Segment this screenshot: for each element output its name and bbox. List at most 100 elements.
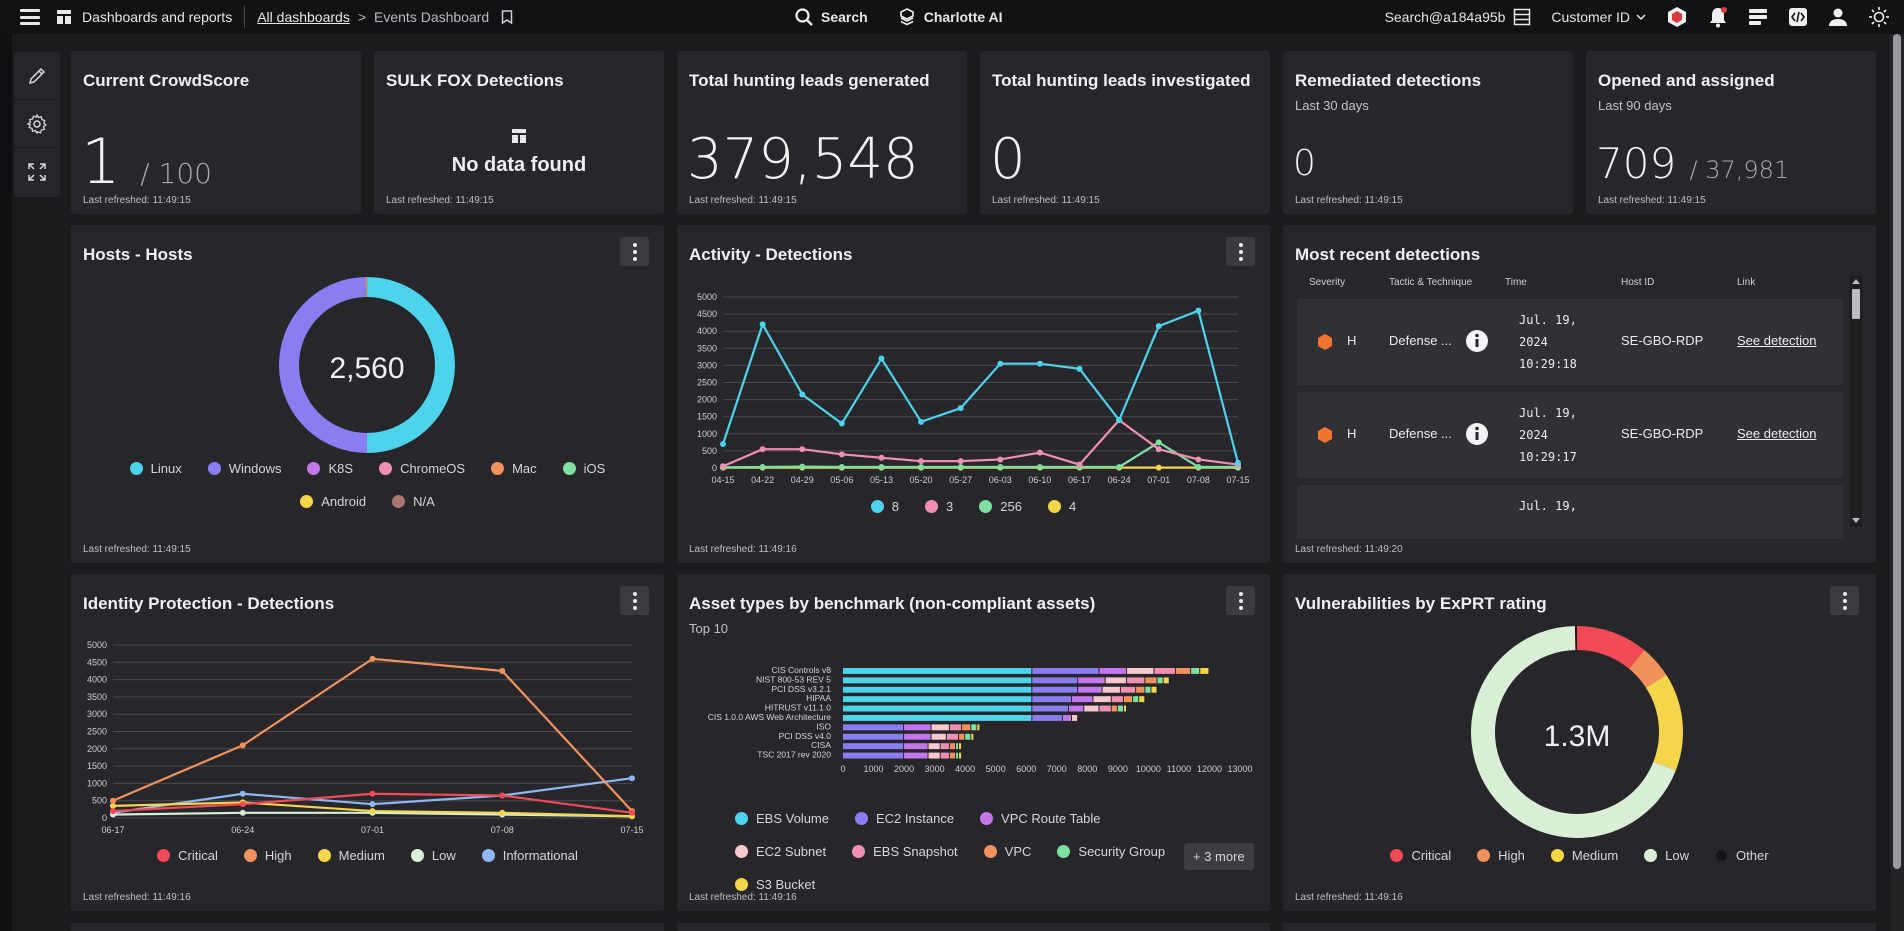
data-point-256[interactable] bbox=[759, 463, 766, 470]
data-point-256[interactable] bbox=[1195, 463, 1202, 470]
bar-segment-ebs-volume[interactable] bbox=[843, 696, 1032, 703]
legend-item-chromeos[interactable]: ChromeOS bbox=[379, 461, 465, 476]
scroll-down-icon[interactable] bbox=[1852, 518, 1860, 524]
column-severity[interactable]: Severity bbox=[1309, 277, 1346, 288]
kpi-crowdscore[interactable]: Current CrowdScore 1 / 100 Last refreshe… bbox=[71, 51, 361, 214]
bar-segment-security-group[interactable] bbox=[971, 724, 977, 731]
data-point-256[interactable] bbox=[918, 463, 925, 470]
table-row[interactable]: Jul. 19, bbox=[1297, 485, 1843, 539]
data-point-medium[interactable] bbox=[369, 808, 376, 815]
bar-segment-s3-bucket[interactable] bbox=[1200, 668, 1209, 674]
bar-segment-vpc-route-table[interactable] bbox=[1072, 696, 1093, 703]
see-detection-link[interactable]: See detection bbox=[1737, 333, 1817, 348]
bar-segment-ec2-subnet[interactable] bbox=[1084, 705, 1099, 712]
data-point-8[interactable] bbox=[918, 418, 925, 425]
bar-segment-s3-bucket[interactable] bbox=[959, 743, 962, 750]
legend-item-linux[interactable]: Linux bbox=[129, 461, 182, 476]
info-icon[interactable] bbox=[1465, 422, 1489, 446]
donut-slice-windows[interactable] bbox=[279, 277, 368, 453]
bar-segment-ec2-instance[interactable] bbox=[1032, 668, 1099, 674]
legend-item-8[interactable]: 8 bbox=[870, 499, 899, 514]
bar-segment-vpc[interactable] bbox=[962, 724, 971, 731]
data-point-256[interactable] bbox=[1036, 463, 1043, 470]
bar-segment-ebs-volume[interactable] bbox=[843, 715, 1032, 721]
data-point-4[interactable] bbox=[1155, 464, 1162, 471]
data-point-8[interactable] bbox=[997, 360, 1004, 367]
data-point-3[interactable] bbox=[1036, 449, 1043, 456]
column-link[interactable]: Link bbox=[1737, 277, 1756, 288]
legend-item-vpc[interactable]: VPC bbox=[983, 844, 1031, 859]
fullscreen-button[interactable] bbox=[14, 148, 60, 196]
edit-button[interactable] bbox=[14, 52, 60, 100]
search-button[interactable]: Search bbox=[795, 8, 868, 26]
bar-segment-ebs-snapshot[interactable] bbox=[1127, 677, 1145, 684]
bar-segment-ec2-subnet[interactable] bbox=[1127, 668, 1154, 674]
bar-segment-ec2-instance[interactable] bbox=[843, 733, 904, 740]
bar-segment-ec2-subnet[interactable] bbox=[931, 733, 946, 740]
widget-menu-button[interactable] bbox=[1226, 586, 1255, 615]
bar-segment-ebs-snapshot[interactable] bbox=[1099, 705, 1111, 712]
bar-segment-ec2-subnet[interactable] bbox=[1093, 696, 1111, 703]
bar-segment-security-group[interactable] bbox=[1133, 696, 1139, 703]
bar-segment-ebs-snapshot[interactable] bbox=[1111, 696, 1123, 703]
data-point-8[interactable] bbox=[1116, 417, 1123, 424]
scroll-up-icon[interactable] bbox=[1852, 278, 1860, 284]
donut-slice-critical[interactable] bbox=[1576, 626, 1645, 669]
legend-item-security-group[interactable]: Security Group bbox=[1057, 844, 1165, 859]
bar-segment-ec2-subnet[interactable] bbox=[928, 743, 940, 750]
legend-item-ebs-volume[interactable]: EBS Volume bbox=[735, 811, 829, 826]
donut-slice-low[interactable] bbox=[1471, 626, 1676, 838]
data-point-high[interactable] bbox=[110, 797, 116, 804]
data-point-3[interactable] bbox=[759, 446, 766, 453]
series-line-8[interactable] bbox=[721, 309, 1240, 464]
donut-slice-high[interactable] bbox=[1628, 650, 1667, 689]
kpi-leads-generated[interactable]: Total hunting leads generated 379,548 La… bbox=[677, 51, 967, 214]
customer-id-dropdown[interactable]: Customer ID bbox=[1551, 9, 1646, 25]
bar-segment-ec2-subnet[interactable] bbox=[928, 752, 940, 759]
legend-item-ios[interactable]: iOS bbox=[562, 461, 605, 476]
series-line-3[interactable] bbox=[722, 418, 1239, 468]
table-row[interactable]: H Defense ... Jul. 19, 2024 10:29:18 SE-GB… bbox=[1297, 299, 1843, 385]
data-point-critical[interactable] bbox=[369, 790, 376, 797]
bar-segment-security-group[interactable] bbox=[1117, 705, 1123, 712]
donut-slice-medium[interactable] bbox=[1645, 674, 1683, 771]
theme-sun-icon[interactable] bbox=[1868, 6, 1890, 28]
data-point-3[interactable] bbox=[1195, 456, 1202, 463]
bar-segment-s3-bucket[interactable] bbox=[1123, 705, 1127, 712]
bar-segment-vpc-route-table[interactable] bbox=[1099, 668, 1127, 674]
reports-icon[interactable] bbox=[1748, 7, 1768, 27]
notifications-icon[interactable] bbox=[1708, 6, 1728, 28]
data-point-critical[interactable] bbox=[499, 792, 506, 799]
bookmark-icon[interactable] bbox=[501, 10, 513, 24]
data-point-3[interactable] bbox=[957, 458, 964, 465]
widget-menu-button[interactable] bbox=[620, 237, 649, 266]
charlotte-ai-button[interactable]: Charlotte AI bbox=[898, 8, 1003, 26]
legend-item-ec2-subnet[interactable]: EC2 Subnet bbox=[735, 844, 826, 859]
data-point-8[interactable] bbox=[838, 420, 845, 427]
bar-segment-vpc-route-table[interactable] bbox=[904, 743, 928, 750]
data-point-256[interactable] bbox=[1116, 463, 1123, 470]
bar-segment-vpc[interactable] bbox=[1175, 668, 1191, 674]
bar-segment-security-group[interactable] bbox=[1191, 668, 1200, 674]
data-point-256[interactable] bbox=[997, 463, 1004, 470]
data-point-3[interactable] bbox=[838, 451, 845, 458]
bar-segment-ec2-instance[interactable] bbox=[843, 752, 904, 759]
bar-segment-ebs-volume[interactable] bbox=[843, 668, 1032, 674]
data-point-high[interactable] bbox=[239, 742, 246, 749]
column-tactic[interactable]: Tactic & Technique bbox=[1389, 277, 1473, 288]
column-time[interactable]: Time bbox=[1505, 277, 1527, 288]
bar-segment-vpc-route-table[interactable] bbox=[904, 752, 928, 759]
bar-segment-ebs-volume[interactable] bbox=[843, 677, 1032, 684]
bar-segment-s3-bucket[interactable] bbox=[971, 733, 974, 740]
crowdscore-badge-icon[interactable] bbox=[1666, 6, 1688, 28]
table-row[interactable]: H Defense ... Jul. 19, 2024 10:29:17 SE-GB… bbox=[1297, 392, 1843, 478]
bar-segment-vpc[interactable] bbox=[1145, 677, 1157, 684]
bar-segment-vpc[interactable] bbox=[1136, 686, 1145, 693]
bar-segment-s3-bucket[interactable] bbox=[959, 752, 962, 759]
data-point-3[interactable] bbox=[1076, 461, 1083, 468]
bar-segment-ec2-instance[interactable] bbox=[843, 724, 904, 731]
breadcrumb-all-dashboards[interactable]: All dashboards bbox=[257, 9, 350, 25]
series-line-256[interactable] bbox=[722, 441, 1238, 469]
data-point-3[interactable] bbox=[720, 463, 726, 470]
data-point-medium[interactable] bbox=[499, 809, 506, 816]
